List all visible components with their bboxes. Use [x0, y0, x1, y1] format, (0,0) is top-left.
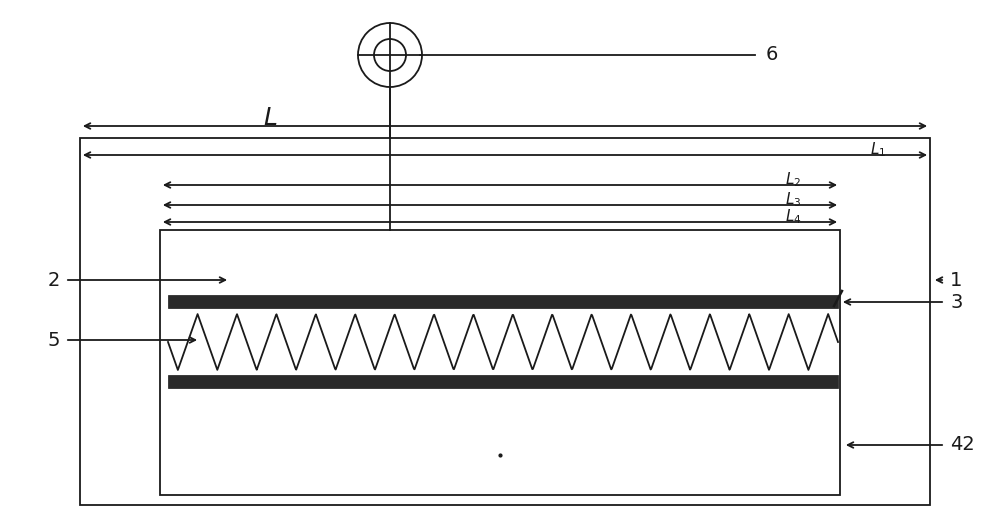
Text: $L_1$: $L_1$: [870, 141, 886, 160]
Bar: [80, 138, 930, 505]
Text: $L_2$: $L_2$: [785, 171, 801, 190]
Bar: [168, 295, 838, 308]
Text: 42: 42: [950, 436, 975, 455]
Text: $L_4$: $L_4$: [785, 208, 802, 226]
Bar: [160, 230, 840, 495]
Text: $L_3$: $L_3$: [785, 191, 801, 209]
Text: $L$: $L$: [263, 106, 277, 130]
Text: 3: 3: [950, 292, 962, 311]
Text: 5: 5: [48, 331, 60, 350]
Text: 6: 6: [766, 46, 778, 65]
Text: 1: 1: [950, 270, 962, 289]
Text: 2: 2: [48, 270, 60, 289]
Bar: [168, 375, 838, 388]
